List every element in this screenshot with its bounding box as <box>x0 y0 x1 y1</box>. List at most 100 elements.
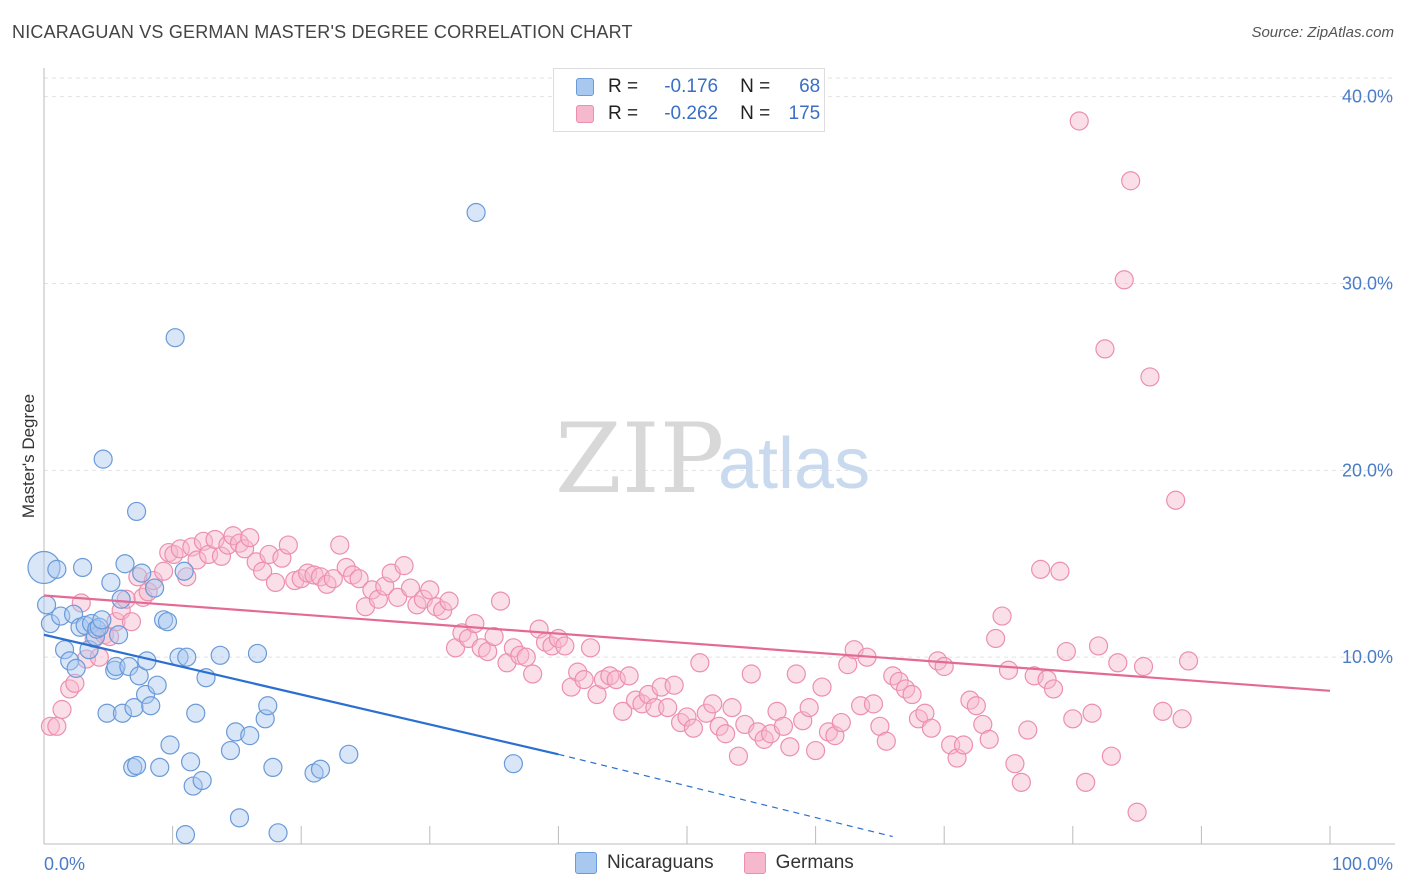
germans-swatch <box>576 105 594 123</box>
german-point <box>298 563 318 583</box>
german-point <box>1076 772 1096 792</box>
nicaraguan-point <box>47 559 67 579</box>
german-point <box>439 591 459 611</box>
nicaraguan-point <box>165 328 185 348</box>
german-point <box>1018 720 1038 740</box>
nicaraguan-point <box>247 643 268 664</box>
r-label: R = <box>608 103 639 124</box>
german-point <box>47 716 67 736</box>
german-point <box>966 696 986 716</box>
german-point <box>1069 111 1089 131</box>
german-point <box>223 526 243 546</box>
watermark: ZIP atlas <box>555 403 870 515</box>
nicaraguan-point <box>268 823 288 843</box>
german-point <box>1056 641 1076 662</box>
german-point <box>362 580 382 600</box>
nicaraguan-points <box>27 202 523 845</box>
legend-item-nicaraguans[interactable]: Nicaraguans <box>575 852 714 874</box>
source-label: Source: ZipAtlas.com <box>1251 24 1394 41</box>
legend-label: Nicaraguans <box>607 852 714 873</box>
german-point <box>1050 561 1070 581</box>
y-tick-label: 30.0% <box>1342 274 1393 294</box>
german-point <box>780 737 800 757</box>
gridlines <box>44 77 1395 658</box>
german-point <box>715 724 736 744</box>
german-point <box>229 533 250 553</box>
german-point <box>606 669 626 690</box>
german-point <box>253 561 273 581</box>
y-tick-label: 20.0% <box>1342 460 1393 480</box>
german-point <box>1063 709 1083 729</box>
german-point <box>786 664 806 684</box>
german-point <box>658 698 678 718</box>
nicaraguan-point <box>97 703 117 723</box>
nicaraguan-point <box>93 449 113 469</box>
nicaraguan-point <box>177 647 197 667</box>
nicaraguan-point <box>126 755 147 776</box>
legend: Nicaraguans Germans <box>575 852 884 874</box>
nicaraguan-point <box>124 698 144 718</box>
german-point <box>121 612 142 632</box>
german-point <box>741 664 761 684</box>
nicaraguan-point <box>108 625 129 645</box>
nicaraguan-point <box>258 696 278 716</box>
german-point <box>1114 270 1134 290</box>
r-label: R = <box>608 76 639 97</box>
german-point <box>304 565 324 585</box>
german-point <box>812 677 832 697</box>
nicaraguan-point <box>339 744 359 764</box>
nicaraguan-point <box>40 613 61 634</box>
x-tick-label: 0.0% <box>44 854 85 874</box>
legend-item-germans[interactable]: Germans <box>743 852 854 874</box>
nicaraguan-point <box>126 501 147 522</box>
nicaraguan-point <box>66 658 86 678</box>
nicaraguan-point <box>263 757 283 778</box>
german-point <box>619 666 639 686</box>
german-point <box>986 628 1006 649</box>
german-point <box>1005 754 1025 774</box>
german-point <box>1140 367 1160 387</box>
nicaraguan-point <box>150 757 170 778</box>
german-point <box>1088 636 1109 656</box>
german-point <box>523 664 543 684</box>
german-trend-line <box>43 594 1331 692</box>
german-point <box>677 707 697 727</box>
german-point <box>1031 559 1051 579</box>
n-label: N = <box>740 76 771 97</box>
german-point <box>65 673 85 693</box>
nicaraguan-point <box>466 202 486 223</box>
german-point <box>1153 701 1173 721</box>
r-value: -0.176 <box>664 76 719 97</box>
legend-label: Germans <box>775 852 854 873</box>
nicaraguan-point <box>101 572 121 593</box>
nicaraguan-point <box>160 735 180 755</box>
german-point <box>696 703 716 723</box>
nicaraguan-point <box>210 645 230 665</box>
german-point <box>484 627 504 647</box>
german-point <box>52 699 72 720</box>
german-point <box>1108 653 1128 673</box>
chart-title: NICARAGUAN VS GERMAN MASTER'S DEGREE COR… <box>12 22 633 42</box>
german-point <box>953 735 974 755</box>
nicaraguans-legend-swatch <box>575 852 597 874</box>
german-point <box>722 698 742 718</box>
y-tick-label: 10.0% <box>1342 647 1393 667</box>
german-point <box>490 591 511 611</box>
tick-labels: 10.0% 20.0% 30.0% 40.0% 0.0% 100.0% <box>44 87 1393 874</box>
r-value: -0.262 <box>664 103 719 124</box>
nicaraguan-point <box>310 759 331 779</box>
y-tick-label: 40.0% <box>1342 87 1393 107</box>
nicaraguan-point <box>141 696 161 716</box>
nicaraguan-point <box>240 726 260 746</box>
german-point <box>433 600 453 621</box>
german-point <box>799 698 819 718</box>
german-point <box>998 660 1019 680</box>
german-point <box>555 636 575 656</box>
german-point <box>921 718 941 738</box>
nicaraguan-trend-extension <box>558 753 893 838</box>
german-point <box>876 731 896 751</box>
german-point <box>728 746 749 766</box>
german-point <box>568 662 588 682</box>
nicaraguan-point <box>111 589 131 609</box>
